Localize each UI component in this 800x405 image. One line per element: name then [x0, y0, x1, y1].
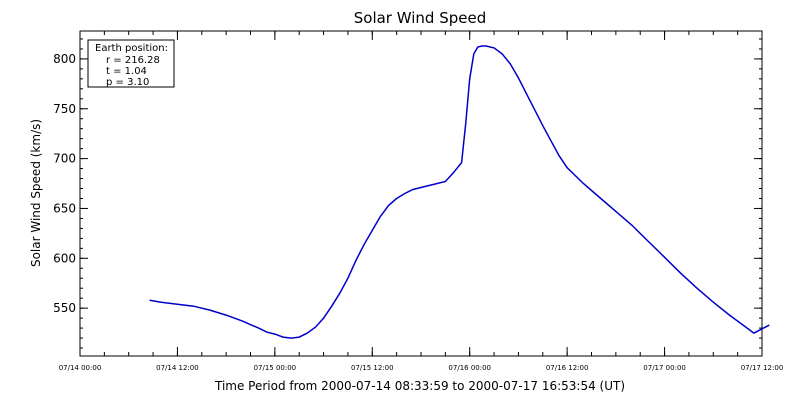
earth-position-box: Earth position: r = 216.28 t = 1.04 p = …	[87, 39, 175, 88]
x-tick-label: 07/14 00:00	[59, 364, 102, 372]
earth-position-t: t = 1.04	[106, 66, 147, 77]
earth-position-r: r = 216.28	[106, 55, 160, 66]
x-tick-label: 07/16 12:00	[546, 364, 589, 372]
solar-wind-speed-line	[149, 45, 770, 339]
earth-position-title: Earth position:	[95, 43, 168, 54]
earth-position-frame	[87, 39, 175, 88]
y-tick-label: 600	[53, 251, 76, 265]
x-tick-label: 07/15 12:00	[351, 364, 394, 372]
x-tick-label: 07/14 12:00	[156, 364, 199, 372]
x-axis-label: Time Period from 2000-07-14 08:33:59 to …	[214, 379, 625, 393]
y-axis-ticks: 550 600 650 700 750 800	[53, 38, 762, 349]
x-tick-label: 07/15 00:00	[254, 364, 297, 372]
y-tick-label: 750	[53, 102, 76, 116]
earth-position-p: p = 3.10	[106, 77, 149, 88]
x-tick-label: 07/17 00:00	[643, 364, 686, 372]
x-axis-ticks: 07/14 00:00 07/14 12:00 07/15 00:00 07/15 1…	[59, 31, 784, 372]
y-tick-label: 650	[53, 201, 76, 215]
y-tick-label: 700	[53, 152, 76, 166]
x-tick-label: 07/16 00:00	[448, 364, 491, 372]
chart-title: Solar Wind Speed	[354, 9, 486, 27]
plot-frame	[79, 30, 763, 357]
y-tick-label: 550	[53, 301, 76, 315]
y-axis-label: Solar Wind Speed (km/s)	[29, 119, 43, 267]
plot-axes	[79, 30, 763, 357]
y-tick-label: 800	[53, 52, 76, 66]
x-tick-label: 07/17 12:00	[741, 364, 784, 372]
